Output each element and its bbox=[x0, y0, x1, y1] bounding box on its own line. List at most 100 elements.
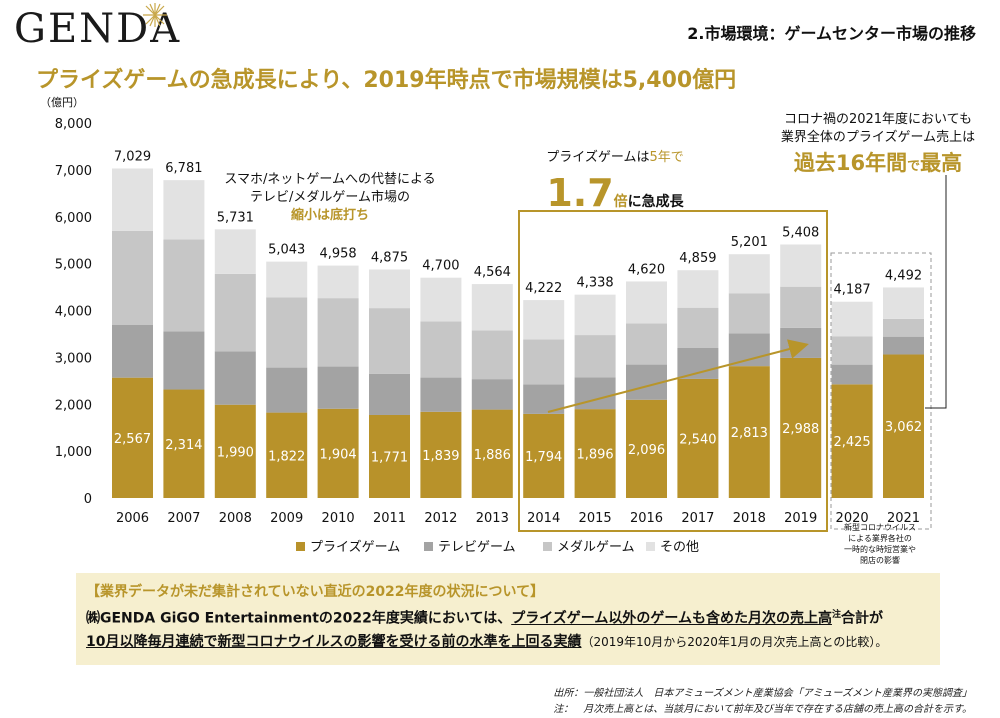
covid-dashed-box bbox=[830, 252, 932, 530]
footnote: 注： 月次売上高とは、当該月において前年及び当年で存在する店舗の売上高の合計を示… bbox=[553, 704, 972, 715]
legend-swatch bbox=[296, 542, 305, 551]
total-label: 4,492 bbox=[885, 268, 922, 283]
growth-highlight-box bbox=[518, 210, 828, 532]
bar-segment-4-2011 bbox=[369, 269, 410, 309]
bar-segment-2-2007 bbox=[163, 331, 205, 390]
bar-segment-4-2019 bbox=[780, 244, 822, 287]
bar-segment-4-2018 bbox=[728, 254, 770, 294]
bar-segment-1-2017 bbox=[677, 378, 719, 498]
legend-swatch bbox=[543, 542, 552, 551]
bar-segment-4-2010 bbox=[317, 265, 359, 299]
covid-note-line3: 過去16年間で最高 bbox=[794, 151, 962, 175]
bar-segment-3-2009 bbox=[266, 297, 308, 368]
y-tick-label: 0 bbox=[84, 492, 92, 507]
bar-segment-1-2021 bbox=[883, 354, 924, 498]
bar-segment-2-2009 bbox=[266, 367, 308, 413]
total-label: 4,338 bbox=[576, 276, 613, 291]
decline-note-line2: テレビ/メダルゲーム市場の bbox=[250, 189, 410, 205]
bar-segment-3-2008 bbox=[214, 273, 256, 352]
notes-heading: 【業界データが未だ集計されていない直近の2022年度の状況について】 bbox=[86, 584, 545, 600]
bar-segment-4-2016 bbox=[626, 281, 667, 324]
bar-segment-2-2020 bbox=[831, 364, 873, 385]
prize-value-label: 1,904 bbox=[319, 447, 356, 462]
bar-segment-2-2021 bbox=[883, 336, 924, 355]
notes-line-2: 10月以降毎月連続で新型コロナウイルスの影響を受ける前の水準を上回る実績（201… bbox=[86, 634, 888, 650]
bar-segment-3-2013 bbox=[471, 330, 513, 380]
bar-segment-3-2011 bbox=[369, 308, 410, 374]
legend-swatch bbox=[424, 542, 433, 551]
genda-logo: GENDA bbox=[14, 6, 182, 52]
legend-label: プライズゲーム bbox=[310, 539, 400, 555]
prize-value-label: 2,314 bbox=[165, 438, 202, 453]
growth-arrow bbox=[547, 339, 809, 413]
bar-segment-3-2018 bbox=[728, 293, 770, 334]
covid-side-note-2: による業界各社の bbox=[848, 533, 912, 543]
x-tick-label: 2021 bbox=[887, 511, 920, 526]
bar-segment-3-2019 bbox=[780, 286, 822, 328]
y-axis-unit: （億円） bbox=[40, 96, 84, 109]
legend-swatch bbox=[646, 542, 655, 551]
bar-segment-2-2010 bbox=[317, 366, 359, 409]
total-label: 4,700 bbox=[422, 259, 459, 274]
growth-note-line1: プライズゲームは5年で bbox=[546, 149, 684, 165]
bar-segment-1-2020 bbox=[831, 384, 873, 498]
covid-side-note-4: 閉店の影響 bbox=[860, 555, 900, 565]
prize-value-label: 1,896 bbox=[576, 448, 613, 463]
bar-segment-4-2017 bbox=[677, 270, 719, 308]
bar-segment-4-2021 bbox=[883, 287, 924, 319]
prize-value-label: 1,886 bbox=[474, 448, 511, 463]
x-tick-label: 2010 bbox=[322, 511, 355, 526]
covid-bracket bbox=[925, 175, 947, 409]
x-tick-label: 2018 bbox=[733, 511, 766, 526]
bar-segment-1-2011 bbox=[369, 414, 410, 498]
bar-segment-2-2017 bbox=[677, 348, 719, 379]
bar-segment-2-2006 bbox=[112, 324, 153, 378]
total-label: 5,731 bbox=[217, 210, 254, 225]
total-label: 4,222 bbox=[525, 281, 562, 296]
bar-segment-1-2018 bbox=[728, 366, 770, 498]
bar-segment-1-2016 bbox=[626, 399, 667, 498]
total-label: 4,859 bbox=[679, 251, 716, 266]
prize-value-label: 2,425 bbox=[833, 435, 870, 450]
bar-segment-3-2012 bbox=[420, 321, 462, 378]
prize-value-label: 1,794 bbox=[525, 450, 562, 465]
prize-value-label: 2,096 bbox=[628, 443, 665, 458]
prize-value-label: 1,822 bbox=[268, 449, 305, 464]
x-tick-label: 2016 bbox=[630, 511, 663, 526]
section-title: 2.市場環境：ゲームセンター市場の推移 bbox=[687, 24, 976, 43]
bar-segment-2-2018 bbox=[728, 333, 770, 367]
bar-segment-3-2006 bbox=[112, 230, 153, 325]
covid-side-note-3: 一時的な時短営業や bbox=[844, 544, 916, 554]
covid-note-line2: 業界全体のプライズゲーム売上は bbox=[781, 129, 975, 145]
decline-note-line1: スマホ/ネットゲームへの代替による bbox=[224, 172, 435, 187]
bar-segment-1-2006 bbox=[112, 377, 153, 498]
x-tick-label: 2006 bbox=[116, 511, 149, 526]
bar-segment-2-2008 bbox=[214, 351, 256, 405]
prize-value-label: 2,813 bbox=[731, 426, 768, 441]
y-tick-label: 8,000 bbox=[55, 117, 92, 132]
prize-value-label: 3,062 bbox=[885, 420, 922, 435]
bar-segment-4-2008 bbox=[214, 229, 256, 274]
bar-segment-3-2020 bbox=[831, 336, 873, 365]
x-tick-label: 2020 bbox=[836, 511, 869, 526]
x-tick-label: 2013 bbox=[476, 511, 509, 526]
x-tick-label: 2019 bbox=[784, 511, 817, 526]
bar-segment-3-2017 bbox=[677, 307, 719, 348]
y-tick-label: 6,000 bbox=[55, 211, 92, 226]
bar-segment-4-2014 bbox=[523, 300, 565, 340]
y-tick-label: 4,000 bbox=[55, 305, 92, 320]
total-label: 5,408 bbox=[782, 226, 819, 241]
bar-segment-1-2013 bbox=[471, 409, 513, 498]
x-tick-label: 2011 bbox=[373, 511, 406, 526]
bar-segment-3-2007 bbox=[163, 239, 205, 332]
prize-value-label: 1,839 bbox=[422, 449, 459, 464]
bar-segment-1-2012 bbox=[420, 411, 462, 498]
covid-side-note-1: 新型コロナウイルス bbox=[844, 522, 916, 532]
legend-label: テレビゲーム bbox=[438, 540, 516, 555]
y-tick-label: 3,000 bbox=[55, 351, 92, 366]
total-label: 4,875 bbox=[371, 250, 408, 265]
bar-segment-3-2021 bbox=[883, 318, 924, 337]
bar-segment-4-2009 bbox=[266, 261, 308, 298]
legend-label: メダルゲーム bbox=[557, 540, 635, 555]
prize-value-label: 2,988 bbox=[782, 422, 819, 437]
